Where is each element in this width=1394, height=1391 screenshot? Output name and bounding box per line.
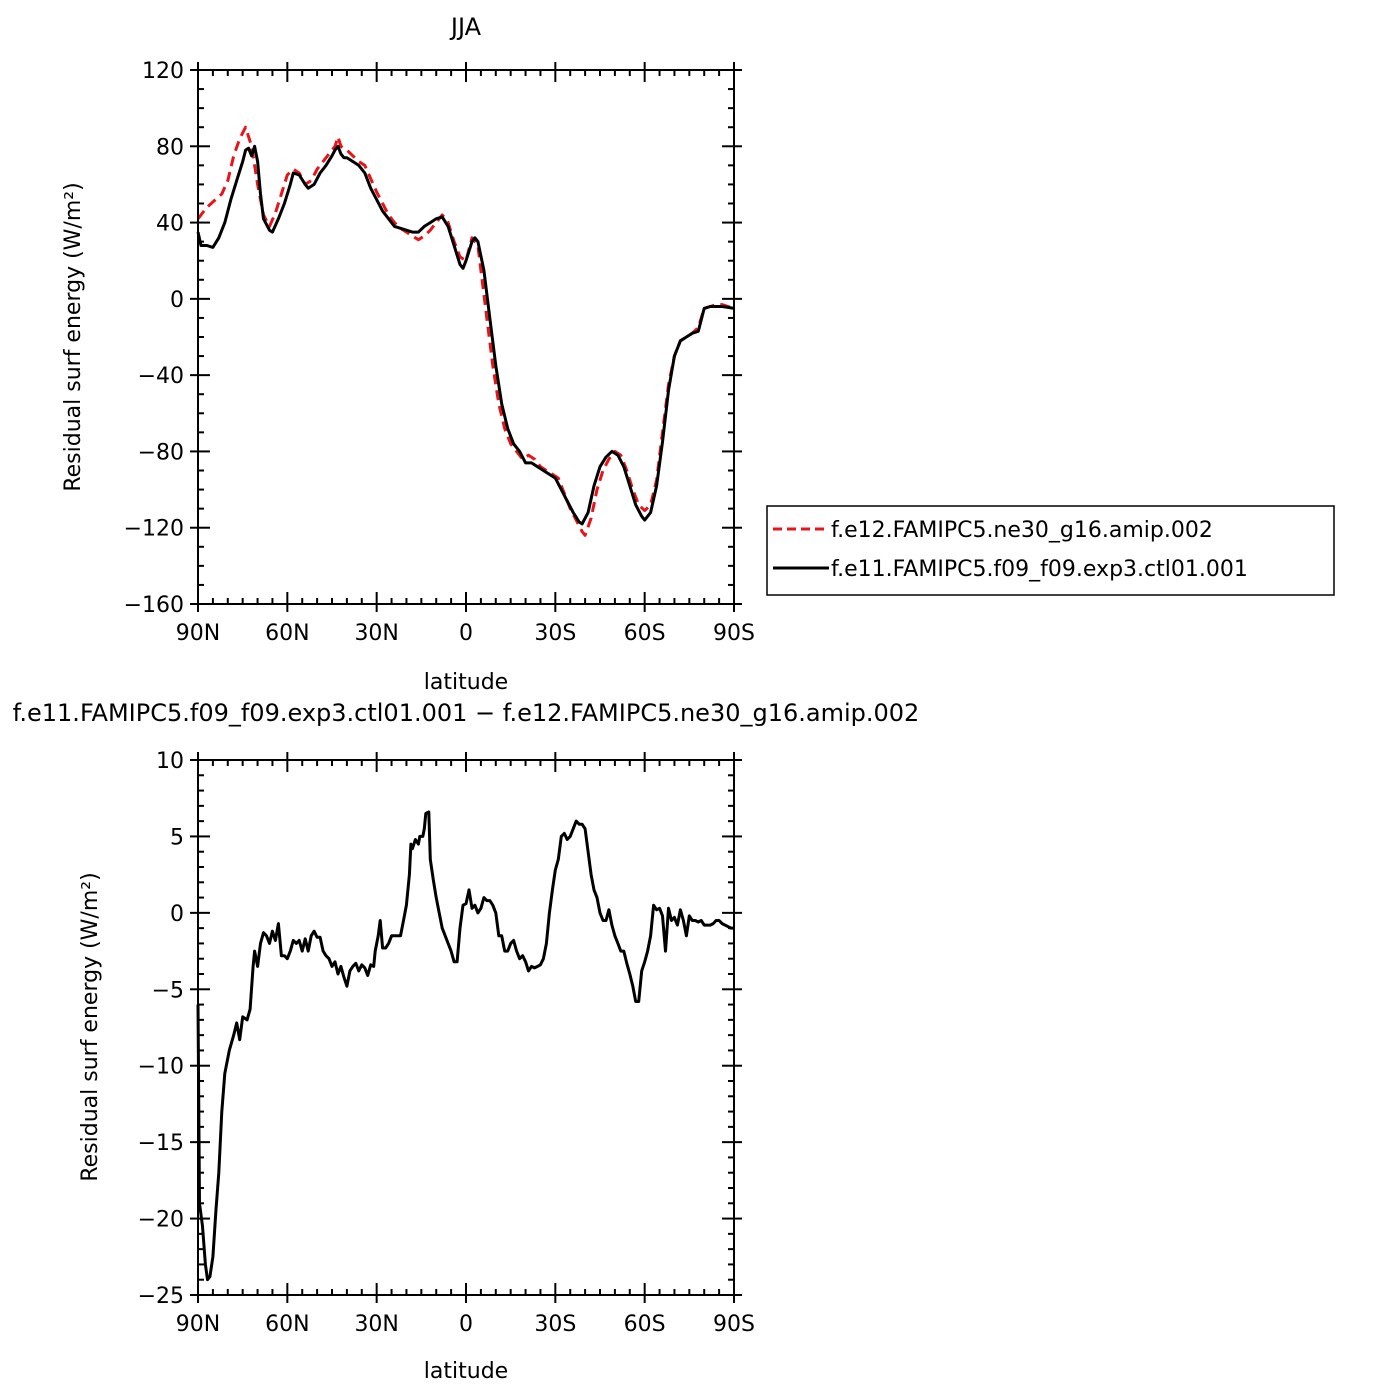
x-tick-label: 30S xyxy=(534,1312,576,1337)
y-tick-label: 40 xyxy=(156,212,184,237)
series-line-2 xyxy=(196,144,735,526)
bottom-panel-frame xyxy=(197,759,735,1296)
bottom-panel-tick-labels: 90N 60N 30N 0 30S 60S 90S −25 −20 −15 −10 −5 0 5 10 xyxy=(138,749,755,1337)
y-tick-label: −15 xyxy=(138,1131,184,1156)
top-panel-frame xyxy=(197,69,735,605)
top-panel-tick-labels: 90N 60N 30N 0 30S 60S 90S −160 −120 −80 −40 0 40 80 12… xyxy=(124,59,755,646)
y-tick-label: −5 xyxy=(152,978,184,1003)
y-tick-label: −40 xyxy=(138,364,184,389)
x-tick-label: 30N xyxy=(354,1312,398,1337)
series-line-1 xyxy=(196,125,735,537)
bottom-panel-y-axis-label: Residual surf energy (W/m²) xyxy=(78,872,103,1181)
y-tick-label: −120 xyxy=(124,517,184,542)
x-tick-label: 90S xyxy=(713,621,755,646)
legend-box xyxy=(766,505,1335,596)
x-tick-label: 60S xyxy=(624,621,666,646)
y-tick-label: −10 xyxy=(138,1055,184,1080)
legend: f.e12.FAMIPC5.ne30_g16.amip.002 f.e11.FA… xyxy=(766,505,1335,596)
legend-label-series-2: f.e11.FAMIPC5.f09_f09.exp3.ctl01.001 xyxy=(831,557,1248,582)
x-tick-label: 90N xyxy=(176,621,220,646)
bottom-panel-ticks xyxy=(190,752,742,1303)
bottom-panel-series xyxy=(196,810,734,1282)
x-tick-label: 60N xyxy=(265,1312,309,1337)
top-panel-y-axis-label: Residual surf energy (W/m²) xyxy=(61,182,86,491)
x-tick-label: 30S xyxy=(534,621,576,646)
y-tick-label: 10 xyxy=(156,749,184,774)
top-panel-ticks xyxy=(190,62,742,612)
bottom-panel-x-axis-label: latitude xyxy=(424,1359,508,1384)
y-tick-label: 0 xyxy=(170,902,184,927)
x-tick-label: 0 xyxy=(459,621,473,646)
x-tick-label: 60S xyxy=(624,1312,666,1337)
y-tick-label: 0 xyxy=(170,288,184,313)
bottom-panel: f.e11.FAMIPC5.f09_f09.exp3.ctl01.001 − f… xyxy=(13,699,920,1384)
top-panel: JJA latitude Residual surf energy (W/m²)… xyxy=(61,13,755,695)
y-tick-label: −20 xyxy=(138,1208,184,1233)
bottom-panel-title: f.e11.FAMIPC5.f09_f09.exp3.ctl01.001 − f… xyxy=(13,699,920,727)
y-tick-label: −80 xyxy=(138,440,184,465)
y-tick-label: 5 xyxy=(170,825,184,850)
x-tick-label: 90S xyxy=(713,1312,755,1337)
y-tick-label: −160 xyxy=(124,593,184,618)
series-line-1 xyxy=(196,810,734,1282)
y-tick-label: 120 xyxy=(142,59,184,84)
x-tick-label: 30N xyxy=(354,621,398,646)
y-tick-label: −25 xyxy=(138,1284,184,1309)
x-tick-label: 90N xyxy=(176,1312,220,1337)
y-tick-label: 80 xyxy=(156,135,184,160)
legend-label-series-1: f.e12.FAMIPC5.ne30_g16.amip.002 xyxy=(831,518,1213,543)
top-panel-x-axis-label: latitude xyxy=(424,670,508,695)
top-panel-title: JJA xyxy=(449,13,482,41)
x-tick-label: 60N xyxy=(265,621,309,646)
top-panel-series xyxy=(196,125,735,537)
x-tick-label: 0 xyxy=(459,1312,473,1337)
